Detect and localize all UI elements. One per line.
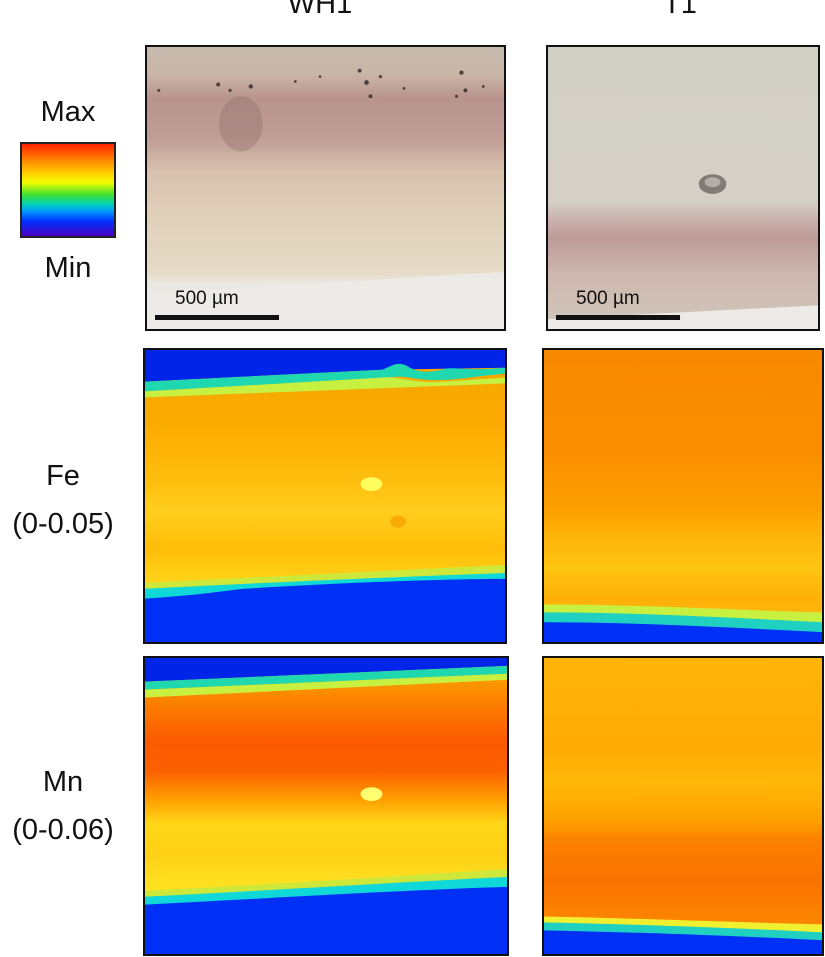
scale-bar-wh1 <box>155 315 279 320</box>
fe-map-t1 <box>542 348 824 644</box>
row-label-mn-range: (0-0.06) <box>12 814 114 846</box>
row-label-fe-element: Fe <box>46 460 80 492</box>
micrograph-t1-image <box>548 47 818 329</box>
micrograph-wh1-image <box>147 47 504 329</box>
legend-max-label: Max <box>40 96 96 128</box>
fe-map-wh1 <box>143 348 507 644</box>
micrograph-wh1: 500 µm <box>145 45 506 331</box>
mn-map-wh1-image <box>145 658 507 954</box>
column-title-wh1: WH1 <box>287 0 353 20</box>
fe-map-t1-image <box>544 350 822 642</box>
mn-map-t1 <box>542 656 824 956</box>
micrograph-t1: 500 µm <box>546 45 820 331</box>
row-label-fe-range: (0-0.05) <box>12 508 114 540</box>
mn-map-t1-image <box>544 658 822 954</box>
column-title-t1: T1 <box>663 0 697 20</box>
scale-bar-label-t1: 500 µm <box>576 288 640 309</box>
mn-map-wh1 <box>143 656 509 956</box>
legend-colorbar <box>20 142 116 238</box>
scale-bar-label-wh1: 500 µm <box>175 288 239 309</box>
scale-bar-t1 <box>556 315 680 320</box>
legend-min-label: Min <box>44 252 92 284</box>
fe-map-wh1-image <box>145 350 505 642</box>
row-label-mn-element: Mn <box>42 766 84 798</box>
